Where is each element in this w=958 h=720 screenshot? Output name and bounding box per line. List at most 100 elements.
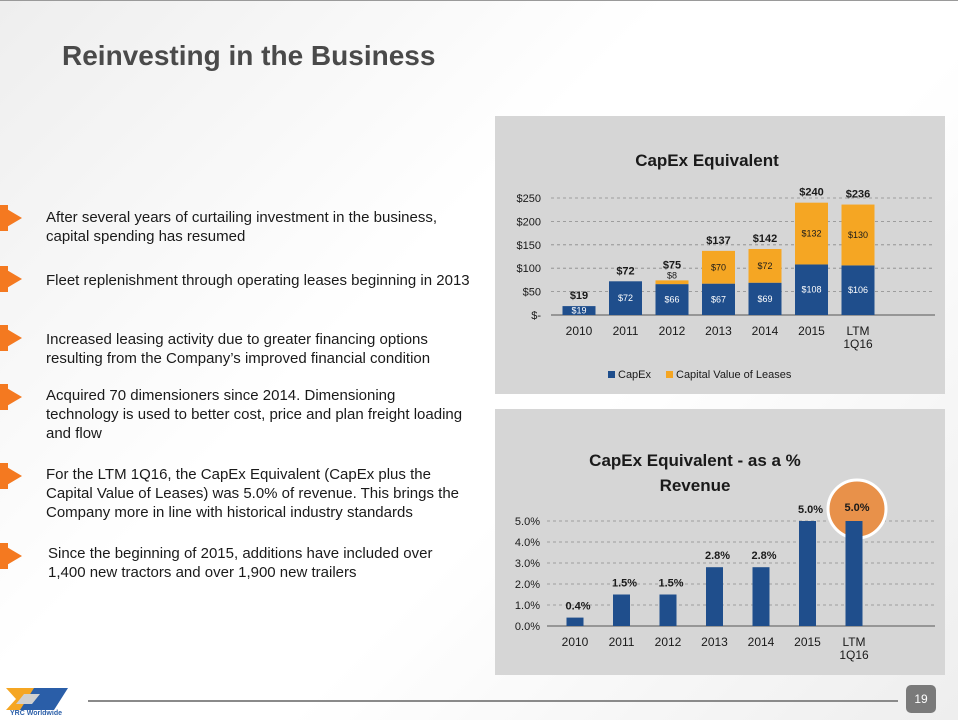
leases-bar [795, 202, 828, 265]
leases-bar [841, 204, 875, 266]
total-data-label: $142 [753, 233, 777, 245]
capex-data-label: $19 [571, 306, 586, 316]
company-logo [6, 688, 78, 720]
capex-bar [562, 306, 596, 315]
capex-bar [841, 265, 875, 315]
x-tick-label: 1Q16 [839, 648, 869, 662]
percent-data-label: 2.8% [705, 550, 730, 562]
percent-bar [845, 521, 863, 626]
y-tick-label: 0.0% [515, 621, 540, 633]
legend-label-capex: CapEx [618, 369, 652, 381]
total-data-label: $19 [570, 290, 588, 302]
x-tick-label: 2012 [655, 635, 682, 649]
bullet-text: After several years of curtailing invest… [46, 209, 438, 245]
y-tick-label: 5.0% [515, 516, 540, 528]
y-tick-label: 2.0% [515, 579, 540, 591]
total-data-label: $236 [846, 189, 870, 201]
capex-data-label: $72 [618, 293, 633, 303]
leases-bar [702, 250, 735, 284]
x-tick-label: LTM [842, 635, 865, 649]
x-tick-label: 2010 [562, 635, 589, 649]
x-tick-label: 2011 [613, 324, 639, 338]
capex-percent-revenue-chart: CapEx Equivalent - as a % Revenue 0.0% 1.0%… [515, 451, 935, 662]
bullet-arrow-icon [0, 463, 22, 489]
percent-data-label: 2.8% [751, 550, 776, 562]
legend-swatch-capex [608, 371, 615, 378]
capex-percent-chart-panel: CapEx Equivalent - as a % Revenue 0.0% 1.0%… [495, 409, 945, 675]
footer-rule [88, 700, 898, 702]
percent-bar [799, 521, 816, 626]
capex-data-label: $106 [848, 285, 868, 295]
legend-swatch-leases [666, 371, 673, 378]
x-tick-label: LTM [846, 324, 869, 338]
y-tick-label: $250 [517, 193, 541, 205]
top-rule [0, 0, 958, 1]
bullet-text: Increased leasing activity due to greate… [46, 331, 431, 367]
total-data-label: $72 [616, 265, 634, 277]
total-data-label: $75 [663, 259, 681, 271]
bullet-arrow-icon [0, 325, 22, 351]
x-tick-label: 1Q16 [843, 337, 873, 351]
capex-data-label: $108 [801, 285, 821, 295]
bullet-text: Fleet replenishment through operating le… [46, 272, 470, 289]
capex-bar [702, 283, 735, 315]
capex-bar [748, 282, 782, 315]
y-tick-label: $100 [517, 263, 541, 275]
x-tick-label: 2012 [659, 324, 686, 338]
page-number: 19 [906, 685, 936, 713]
x-tick-label: 2015 [798, 324, 825, 338]
y-tick-label: 4.0% [515, 537, 540, 549]
bullet-text: Since the beginning of 2015, additions h… [48, 545, 433, 581]
bullet-arrow-icon [0, 266, 22, 292]
percent-data-label: 1.5% [612, 578, 637, 590]
x-tick-label: 2014 [748, 635, 775, 649]
percent-data-label: 0.4% [565, 601, 590, 613]
leases-bar [655, 280, 689, 285]
percent-bar [752, 567, 770, 626]
y-tick-label: $50 [523, 287, 541, 299]
leases-data-label: $72 [757, 261, 772, 271]
slide-title: Reinvesting in the Business [62, 40, 436, 71]
bullet-text: Acquired 70 dimensioners since 2014. Dim… [46, 387, 463, 442]
leases-data-label: $132 [801, 229, 821, 239]
capex-chart-panel: CapEx Equivalent $- $50 $100 $150 $200 $250 $19… [495, 116, 945, 394]
bullet-arrow-icon [0, 384, 22, 410]
capex-bar [609, 281, 642, 315]
total-data-label: $240 [799, 187, 823, 199]
y-tick-label: 3.0% [515, 558, 540, 570]
capex-data-label: $69 [757, 294, 772, 304]
capex-equivalent-chart: CapEx Equivalent $- $50 $100 $150 $200 $250 $19… [517, 151, 935, 381]
capex-bar [795, 264, 828, 315]
legend-label-leases: Capital Value of Leases [676, 369, 792, 381]
percent-data-label: 1.5% [658, 578, 683, 590]
x-tick-label: 2013 [701, 635, 728, 649]
capex-data-label: $66 [664, 295, 679, 305]
percent-data-label: 5.0% [798, 504, 823, 516]
leases-data-label: $8 [667, 270, 677, 280]
bullet-arrow-icon [0, 543, 22, 569]
x-tick-label: 2010 [566, 324, 593, 338]
x-tick-label: 2014 [752, 324, 779, 338]
bullet-arrow-icon [0, 205, 22, 231]
capex-bar [655, 284, 689, 315]
y-tick-label: 1.0% [515, 600, 540, 612]
percent-bar [659, 594, 677, 626]
percent-bar [706, 567, 723, 626]
y-tick-label: $200 [517, 216, 541, 228]
leases-bar [748, 249, 782, 283]
bullet-text: For the LTM 1Q16, the CapEx Equivalent (… [46, 466, 460, 521]
chart-title: CapEx Equivalent [635, 151, 779, 170]
chart-title: Revenue [660, 476, 731, 495]
logo-text: YRC Worldwide [10, 710, 62, 717]
y-tick-label: $150 [517, 240, 541, 252]
capex-data-label: $67 [711, 294, 726, 304]
x-tick-label: 2013 [705, 324, 732, 338]
leases-data-label: $70 [711, 262, 726, 272]
percent-bar [613, 594, 630, 626]
x-tick-label: 2015 [794, 635, 821, 649]
percent-bar [566, 617, 584, 626]
chart-title: CapEx Equivalent - as a % [589, 451, 801, 470]
percent-data-label: 5.0% [844, 502, 869, 514]
x-tick-label: 2011 [609, 635, 635, 649]
leases-data-label: $130 [848, 230, 868, 240]
